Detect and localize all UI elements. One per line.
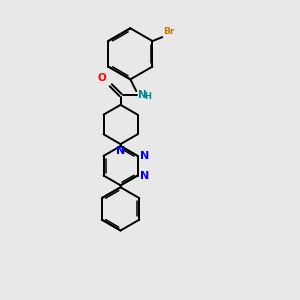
Text: N: N xyxy=(116,146,125,156)
Text: Br: Br xyxy=(163,27,175,36)
Text: H: H xyxy=(144,92,151,100)
Text: N: N xyxy=(140,151,150,161)
Text: O: O xyxy=(97,73,106,83)
Text: N: N xyxy=(140,170,150,181)
Text: N: N xyxy=(138,90,147,100)
